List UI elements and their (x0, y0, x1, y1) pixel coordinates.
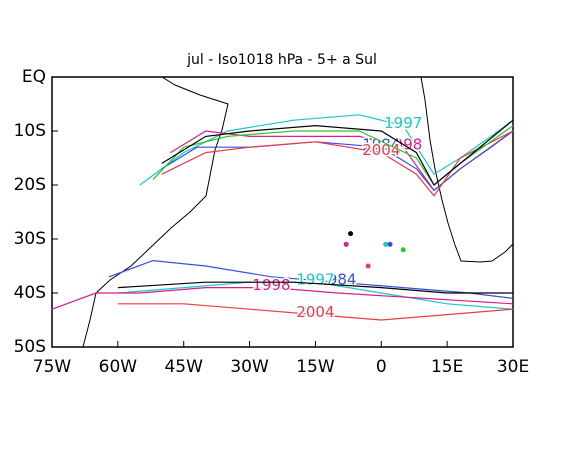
line-label: 2004 (296, 303, 334, 321)
point (400, 247, 406, 253)
y-tick-label: 20S (14, 175, 46, 195)
isobar-line (51, 287, 514, 310)
y-tick-label: 10S (14, 121, 46, 141)
x-tick-label: 15E (431, 357, 463, 377)
x-tick-label: 15W (296, 357, 335, 377)
coastlines (52, 76, 514, 348)
y-tick-label: EQ (22, 67, 46, 87)
y-tick-label: 40S (14, 283, 46, 303)
line-label: 1984 (362, 136, 400, 154)
chart-title: jul - Iso1018 hPa - 5+ a Sul (186, 52, 377, 68)
x-tick-label: 75W (33, 357, 72, 377)
africa-coast (420, 76, 514, 263)
y-tick-label: 30S (14, 229, 46, 249)
isobar-line (117, 281, 513, 294)
point (387, 241, 393, 247)
line-label: 1997 (296, 271, 334, 289)
isobar-line (139, 114, 514, 186)
point (365, 263, 371, 269)
plot-frame (51, 76, 514, 348)
y-tick-label: 50S (14, 337, 46, 357)
point (383, 241, 389, 247)
isobar-line (161, 119, 514, 186)
isobar-line (152, 125, 514, 186)
point (348, 231, 354, 237)
x-tick-label: 30E (497, 357, 529, 377)
point (343, 241, 349, 247)
x-tick-label: 60W (99, 357, 138, 377)
isobar-line (117, 303, 514, 321)
x-tick-label: 30W (230, 357, 269, 377)
x-tick-label: 0 (376, 357, 387, 377)
isobar-line (170, 130, 514, 192)
isobar-line (108, 259, 514, 299)
x-tick-label: 45W (164, 357, 203, 377)
line-label: 2004 (362, 141, 400, 159)
isobar-line (117, 281, 514, 310)
isobar-line (161, 130, 514, 192)
south-america-coast (52, 76, 229, 348)
line-label: 1998 (252, 276, 290, 294)
line-label: 1997 (384, 114, 422, 132)
